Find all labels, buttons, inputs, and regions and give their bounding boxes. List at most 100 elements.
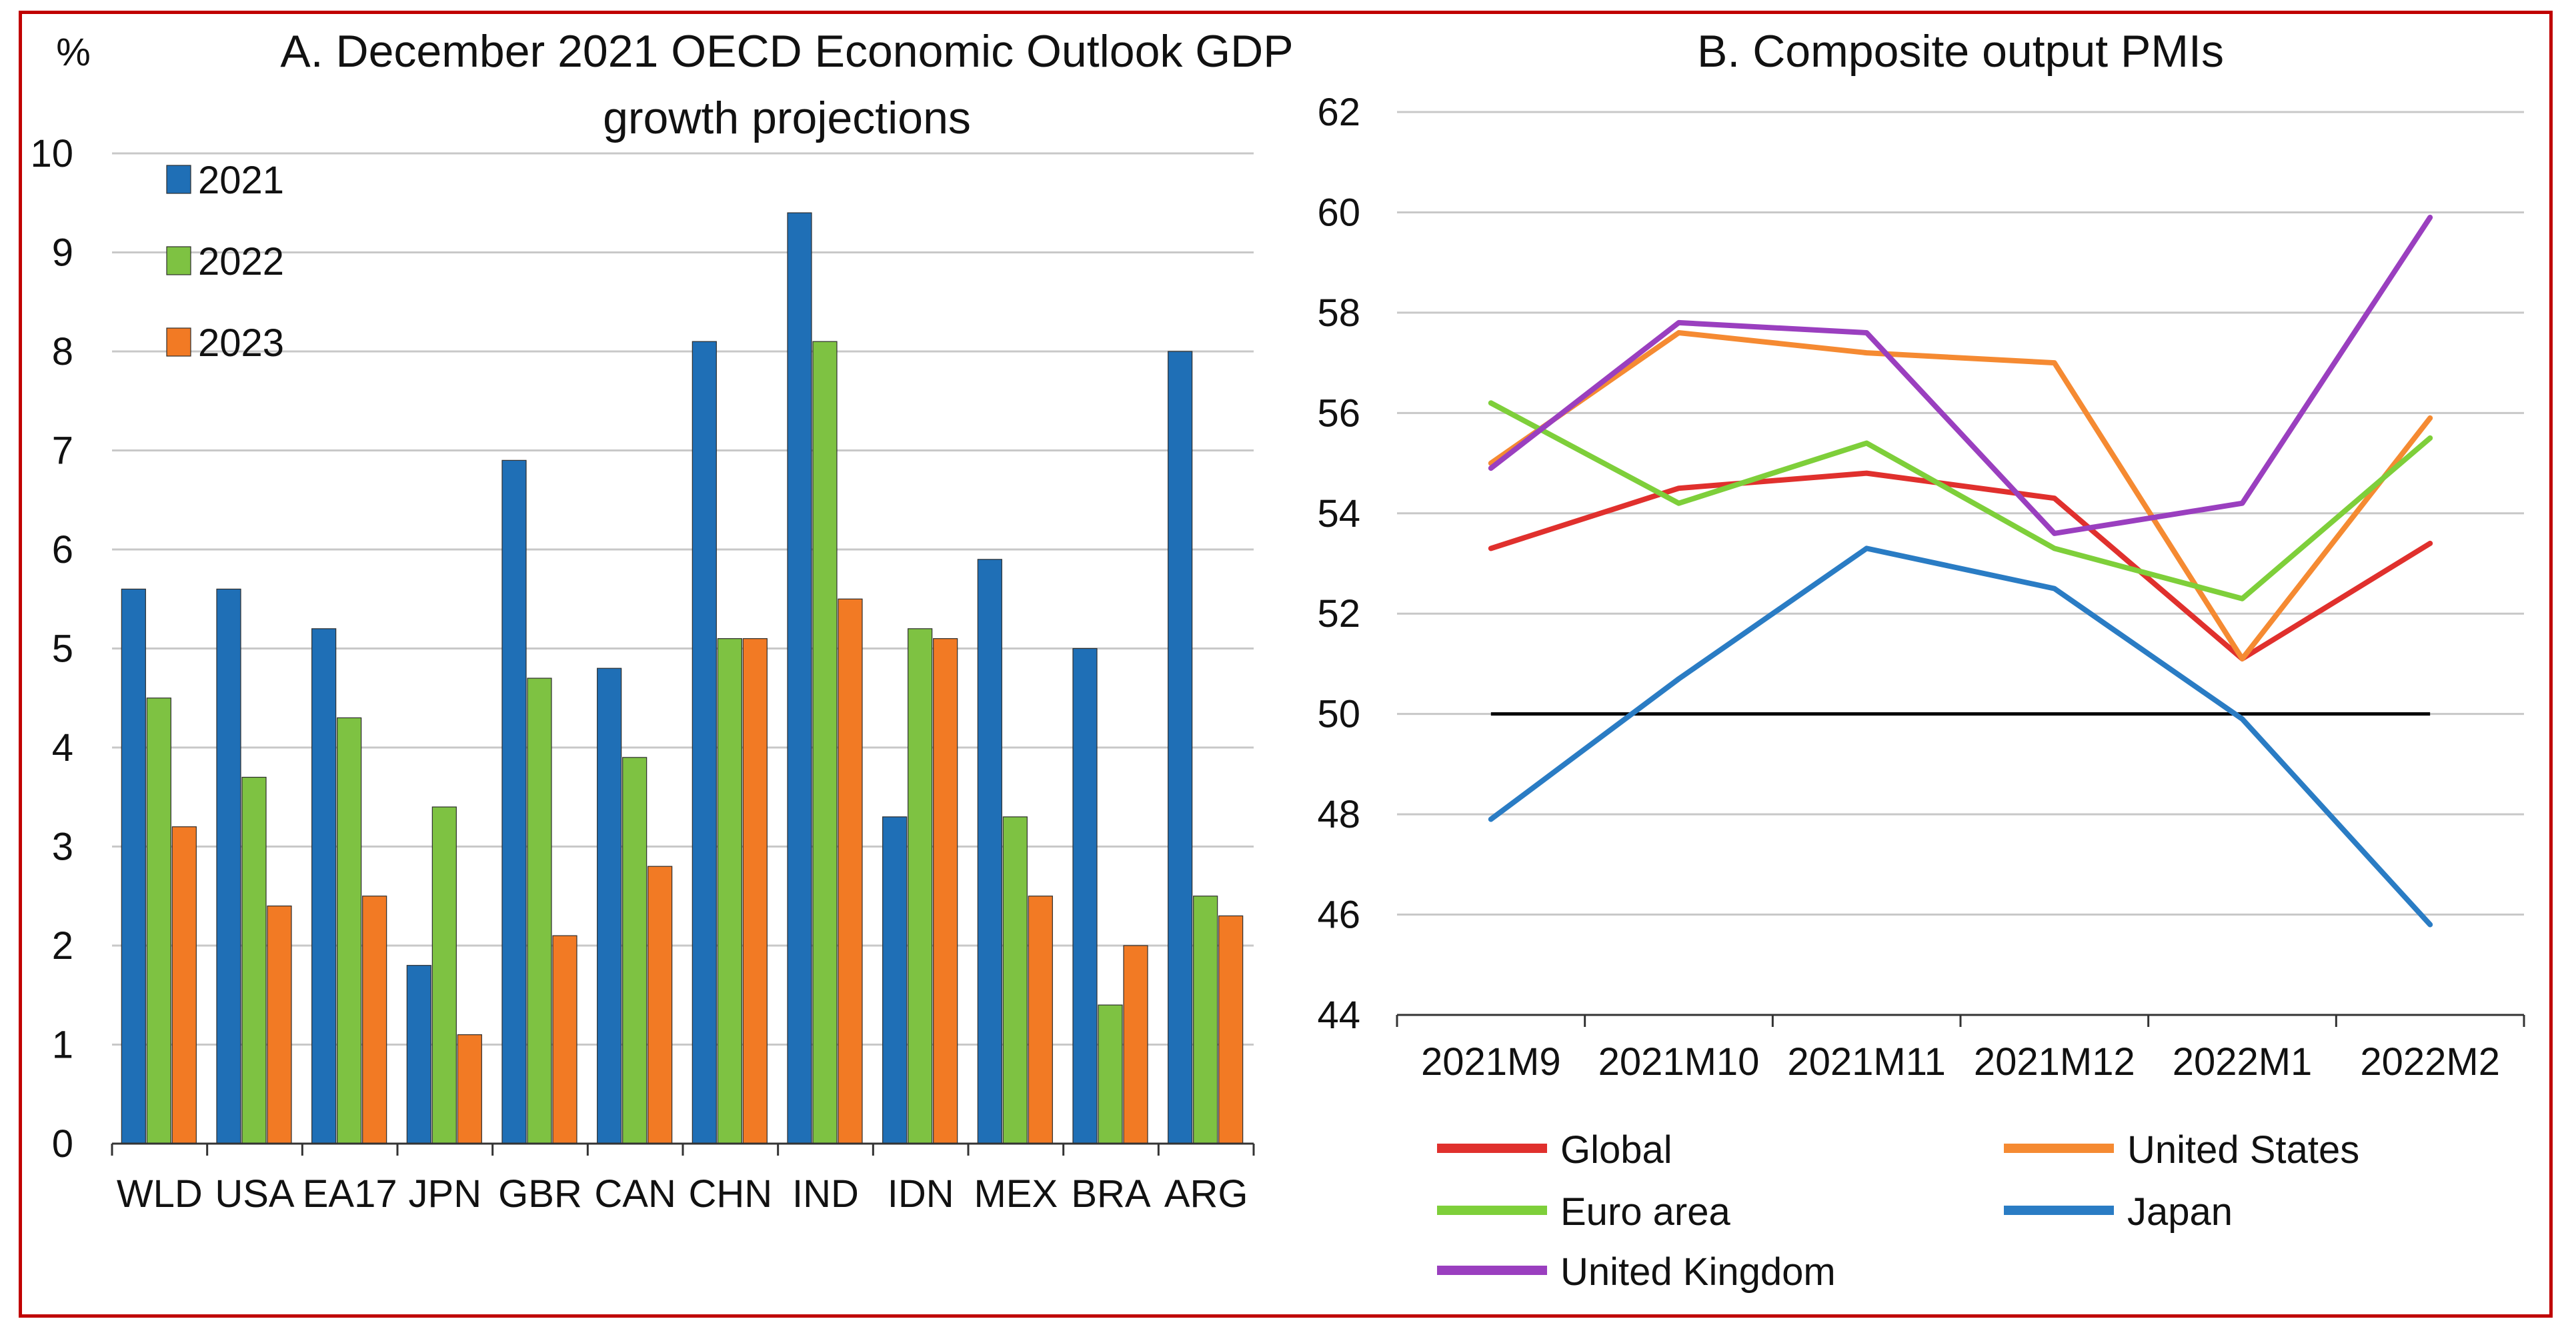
bar-mex-2023 — [1028, 896, 1053, 1144]
legend-label-2022: 2022 — [198, 240, 284, 283]
legend-swatch-2021 — [166, 165, 191, 194]
panel-a-y-tick-label: 3 — [52, 826, 73, 869]
panel-b-x-tick-2021m11: 2021M11 — [1787, 1040, 1946, 1084]
panel-a-x-tick-idn: IDN — [888, 1172, 954, 1216]
line-united-kingdom — [1488, 215, 2433, 536]
legend-label-2023: 2023 — [198, 321, 284, 365]
panel-a-bars — [121, 212, 1244, 1144]
panel-a-y-tick-label: 5 — [52, 627, 73, 671]
legend-label-2021: 2021 — [198, 159, 284, 202]
panel-b-y-tick-labels: 44 46 48 50 52 54 56 58 60 62 — [1317, 91, 1360, 1037]
panel-a-y-tick-label: 7 — [52, 429, 73, 473]
panel-a-x-tick-mex: MEX — [974, 1172, 1058, 1216]
panel-b-y-tick-label: 44 — [1317, 994, 1360, 1037]
panel-a-gridlines — [112, 152, 1254, 1046]
legend-swatch-2023 — [166, 327, 191, 357]
bar-gbr-2022 — [527, 678, 552, 1144]
bar-idn-2021 — [882, 816, 908, 1144]
panel-a-title-line-2: growth projections — [603, 93, 971, 143]
panel-b-x-tick-2022m1: 2022M1 — [2173, 1040, 2313, 1084]
legend-label-euro-area: Euro area — [1560, 1190, 1730, 1234]
legend-label-japan: Japan — [2127, 1190, 2233, 1234]
panel-a-x-tick-ea17: EA17 — [303, 1172, 397, 1216]
panel-a-ylabel: % — [56, 31, 91, 74]
panel-a-x-tick-bra: BRA — [1071, 1172, 1151, 1216]
bar-bra-2022 — [1098, 1004, 1123, 1144]
panel-b-x-tick-2022m2: 2022M2 — [2360, 1040, 2500, 1084]
panel-b-y-tick-label: 48 — [1317, 793, 1360, 836]
panel-b-x-tick-2021m9: 2021M9 — [1421, 1040, 1561, 1084]
legend-swatch-2022 — [166, 246, 191, 275]
panel-a-x-tick-chn: CHN — [688, 1172, 772, 1216]
panel-b-x-tick-2021m12: 2021M12 — [1974, 1040, 2135, 1084]
line-united-states — [1488, 330, 2433, 661]
panel-b-y-tick-label: 46 — [1317, 894, 1360, 937]
panel-a-y-tick-label: 8 — [52, 330, 73, 373]
panel-a-y-tick-label: 10 — [30, 132, 73, 175]
bar-can-2023 — [648, 866, 673, 1144]
bar-arg-2021 — [1168, 351, 1193, 1144]
bar-wld-2023 — [171, 826, 197, 1144]
panel-a-bar-chart: A. December 2021 OECD Economic Outlook G… — [30, 26, 1293, 1216]
legend-label-global: Global — [1560, 1128, 1672, 1172]
figure-frame — [19, 11, 2553, 1318]
bar-jpn-2023 — [457, 1034, 482, 1144]
bar-ind-2021 — [787, 212, 812, 1144]
line-global — [1488, 470, 2433, 661]
bar-can-2022 — [622, 757, 648, 1144]
panel-a-title-line-1: A. December 2021 OECD Economic Outlook G… — [280, 26, 1293, 77]
bar-ea17-2022 — [337, 717, 362, 1144]
panel-b-y-tick-label: 60 — [1317, 191, 1360, 234]
panel-a-y-tick-label: 4 — [52, 726, 73, 770]
bar-chn-2021 — [692, 341, 717, 1144]
panel-b-y-tick-label: 58 — [1317, 291, 1360, 335]
panel-b-x-axis — [1396, 1014, 2525, 1027]
bar-arg-2023 — [1218, 915, 1244, 1144]
panel-a-y-tick-label: 0 — [52, 1122, 73, 1166]
panel-b-line-chart: B. Composite output PMIs 44 46 48 50 52 54 56 5… — [1317, 26, 2525, 1294]
bar-can-2021 — [597, 667, 622, 1144]
bar-ea17-2021 — [311, 628, 337, 1144]
bar-usa-2022 — [241, 776, 267, 1144]
bar-idn-2023 — [933, 638, 958, 1144]
bar-idn-2022 — [908, 628, 933, 1144]
bar-chn-2023 — [742, 638, 768, 1144]
bar-chn-2022 — [717, 638, 742, 1144]
line-euro-area — [1488, 400, 2433, 601]
panel-a-y-tick-label: 1 — [52, 1024, 73, 1067]
bar-jpn-2022 — [431, 806, 457, 1144]
panel-a-x-axis — [111, 1142, 1255, 1156]
bar-ind-2023 — [838, 598, 863, 1144]
bar-ea17-2023 — [362, 896, 387, 1144]
panel-b-x-tick-2021m10: 2021M10 — [1598, 1040, 1760, 1084]
panel-b-y-tick-label: 50 — [1317, 693, 1360, 736]
panel-a-y-tick-labels: 0 1 2 3 4 5 6 7 8 9 10 — [30, 132, 73, 1166]
panel-a-y-tick-label: 6 — [52, 528, 73, 571]
panel-b-y-tick-label: 54 — [1317, 492, 1360, 535]
bar-mex-2022 — [1002, 816, 1028, 1144]
bar-gbr-2023 — [552, 935, 577, 1144]
panel-a-x-tick-labels: WLD USA EA17 JPN GBR CAN CHN IND IDN MEX BRA ARG — [117, 1172, 1248, 1216]
panel-a-y-tick-label: 2 — [52, 924, 73, 968]
panel-a-x-tick-jpn: JPN — [409, 1172, 482, 1216]
bar-arg-2022 — [1193, 896, 1218, 1144]
panel-a-x-tick-can: CAN — [594, 1172, 676, 1216]
bar-bra-2021 — [1072, 647, 1098, 1144]
bar-gbr-2021 — [501, 459, 527, 1144]
bar-jpn-2021 — [406, 965, 431, 1144]
bar-bra-2023 — [1123, 945, 1148, 1144]
panel-a-y-tick-label: 9 — [52, 231, 73, 275]
bar-mex-2021 — [977, 559, 1002, 1144]
bar-ind-2022 — [812, 341, 838, 1144]
panel-a-legend: 2021 2022 2023 — [166, 159, 284, 365]
panel-b-legend: Global United States Euro area Japan United … — [1437, 1128, 2359, 1294]
panel-a-x-tick-wld: WLD — [117, 1172, 203, 1216]
panel-b-y-tick-label: 52 — [1317, 592, 1360, 635]
panel-b-series-lines — [1488, 215, 2433, 928]
bar-wld-2021 — [121, 588, 146, 1144]
panel-b-y-tick-label: 62 — [1317, 91, 1360, 134]
panel-a-x-tick-usa: USA — [215, 1172, 295, 1216]
panel-b-x-tick-labels: 2021M9 2021M10 2021M11 2021M12 2022M1 2022M2 — [1421, 1040, 2500, 1084]
line-japan — [1488, 545, 2433, 928]
